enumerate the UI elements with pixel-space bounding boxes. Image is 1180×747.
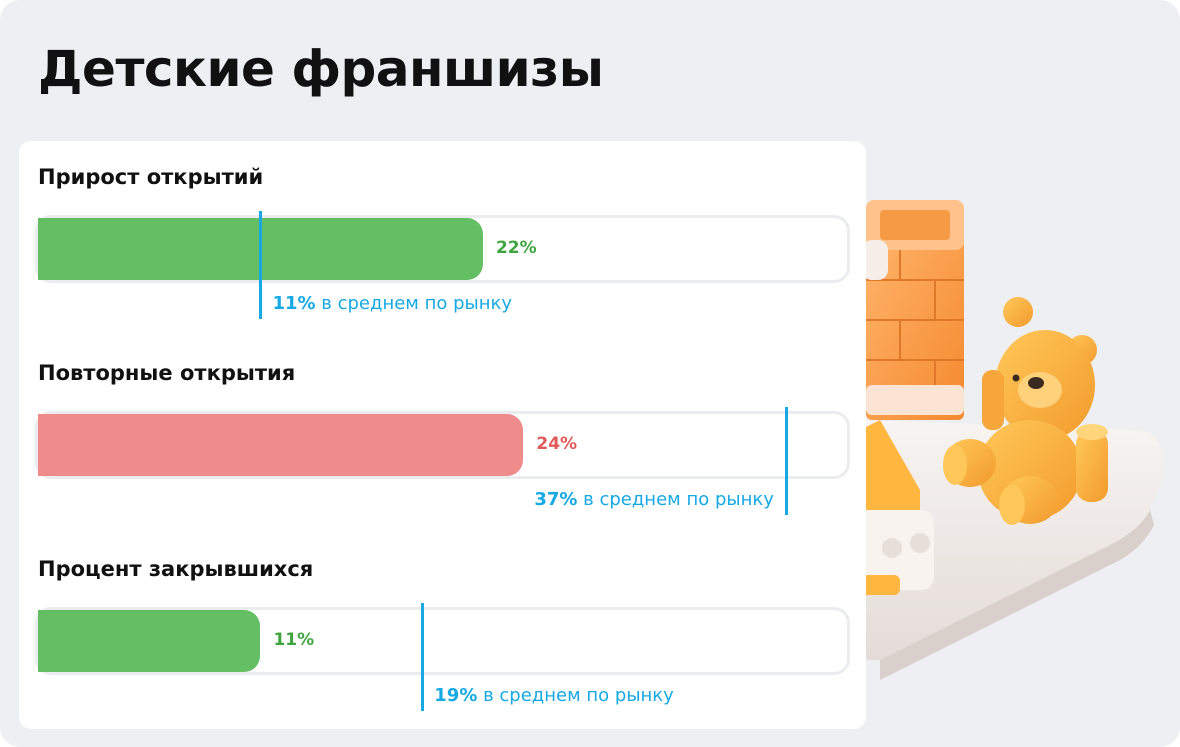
- metric-title: Повторные открытия: [38, 361, 296, 385]
- metric-title: Прирост открытий: [38, 165, 264, 189]
- bar-track: 24%: [35, 411, 850, 479]
- value-bar: [38, 610, 261, 672]
- market-average-line: [421, 603, 425, 711]
- market-average-suffix: в среднем по рынку: [477, 685, 674, 706]
- market-average-value: 19%: [434, 685, 478, 706]
- market-average-label: 37% в среднем по рынку: [534, 489, 774, 510]
- page-title: Детские франшизы: [38, 40, 604, 98]
- bar-track: 11%: [35, 607, 850, 675]
- metric-1: Прирост открытий 22% 11% в среднем по рынк…: [19, 141, 866, 337]
- toys-illustration: [840, 200, 1164, 680]
- metrics-card: Прирост открытий 22% 11% в среднем по рынк…: [19, 141, 866, 729]
- value-label: 22%: [495, 238, 537, 258]
- market-average-line: [785, 407, 789, 515]
- market-average-suffix: в среднем по рынку: [577, 489, 774, 510]
- market-average-suffix: в среднем по рынку: [315, 293, 513, 314]
- market-average-value: 37%: [534, 489, 578, 510]
- metric-title: Процент закрывшихся: [38, 557, 314, 581]
- bar-track: 22%: [35, 215, 850, 283]
- value-label: 11%: [273, 630, 315, 650]
- metric-2: Повторные открытия 24% 37% в среднем по ры…: [19, 337, 866, 533]
- market-average-value: 11%: [272, 293, 316, 314]
- market-average-label: 11% в среднем по рынку: [272, 293, 512, 314]
- value-bar: [38, 414, 524, 476]
- market-average-label: 19% в среднем по рынку: [434, 685, 674, 706]
- value-label: 24%: [536, 434, 578, 454]
- metric-3: Процент закрывшихся 11% 19% в среднем по р…: [19, 533, 866, 729]
- market-average-line: [259, 211, 263, 319]
